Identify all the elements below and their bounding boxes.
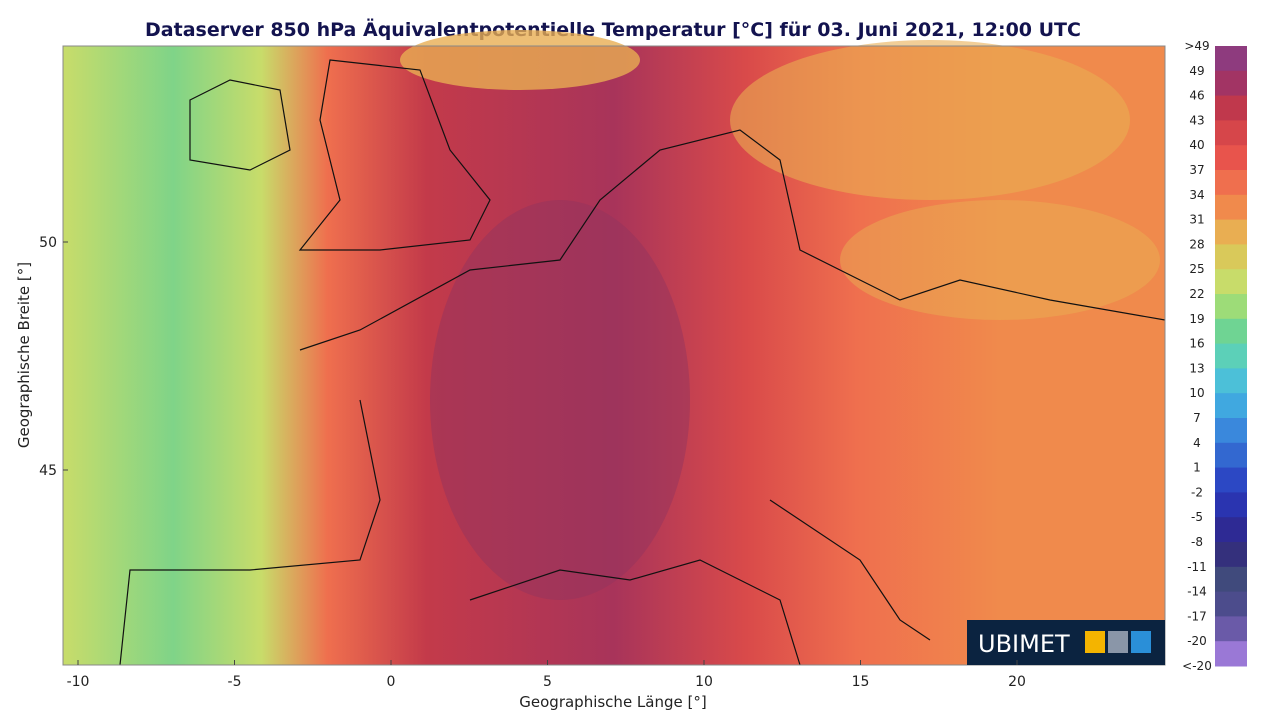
- colorbar-label: 4: [1193, 436, 1201, 450]
- colorbar-swatch: [1215, 492, 1247, 518]
- colorbar-label: 46: [1189, 89, 1204, 103]
- colorbar-label: 7: [1193, 411, 1201, 425]
- colorbar-label: >49: [1184, 39, 1209, 53]
- map-title: Dataserver 850 hPa Äquivalentpotentielle…: [145, 17, 1081, 41]
- colorbar-label: 25: [1189, 262, 1204, 276]
- logo-icon: [1131, 631, 1151, 653]
- colorbar-swatch: [1215, 591, 1247, 617]
- colorbar-swatch: [1215, 269, 1247, 295]
- x-tick-label: 5: [543, 674, 552, 690]
- x-axis-label: Geographische Länge [°]: [519, 693, 706, 711]
- colorbar-swatch: [1215, 542, 1247, 568]
- colorbar-swatch: [1215, 566, 1247, 593]
- y-tick-label: 45: [39, 463, 57, 479]
- logo-text: UBIMET: [978, 630, 1070, 658]
- x-tick-label: -10: [67, 674, 90, 690]
- colorbar-label: -5: [1191, 510, 1203, 524]
- x-tick-label: -5: [228, 674, 242, 690]
- x-tick-label: 10: [695, 674, 713, 690]
- colorbar-swatch: [1215, 467, 1247, 493]
- colorbar-label: -20: [1187, 634, 1207, 648]
- map-field: [400, 30, 640, 90]
- y-tick-label: 50: [39, 235, 57, 251]
- colorbar-label: -8: [1191, 535, 1203, 549]
- colorbar-label: 22: [1189, 287, 1204, 301]
- colorbar-swatch: [1215, 393, 1247, 419]
- colorbar-label: 19: [1189, 312, 1204, 326]
- colorbar-label: 37: [1189, 163, 1204, 177]
- colorbar-label: 28: [1189, 237, 1204, 251]
- colorbar-swatch: [1215, 368, 1247, 394]
- coastlines: [119, 59, 1166, 666]
- colorbar-swatch: [1215, 343, 1247, 369]
- colorbar: >49 49 46 43 40 37 34 31 28 25 22 19 16 13 10 7 4 1 -2 -5 -8…: [1182, 39, 1247, 673]
- colorbar-label: -17: [1187, 609, 1207, 623]
- colorbar-swatch: [1215, 145, 1247, 171]
- colorbar-label: 16: [1189, 337, 1204, 351]
- colorbar-label: -11: [1187, 560, 1207, 574]
- colorbar-swatch: [1215, 194, 1247, 221]
- colorbar-swatch: [1215, 170, 1247, 196]
- logo-icon: [1108, 631, 1128, 653]
- colorbar-swatch: [1215, 517, 1247, 543]
- colorbar-label: 10: [1189, 386, 1204, 400]
- colorbar-swatch: [1215, 70, 1247, 97]
- colorbar-label: 1: [1193, 461, 1201, 475]
- colorbar-label: 43: [1189, 113, 1204, 127]
- colorbar-label: -14: [1187, 585, 1207, 599]
- colorbar-swatch: [1215, 219, 1247, 245]
- y-axis-label: Geographische Breite [°]: [15, 262, 33, 448]
- colorbar-swatch: [1215, 318, 1247, 345]
- colorbar-label: 49: [1189, 64, 1204, 78]
- colorbar-label: <-20: [1182, 659, 1212, 673]
- x-tick-label: 15: [852, 674, 870, 690]
- map-field: [840, 200, 1160, 320]
- x-tick-label: 20: [1008, 674, 1026, 690]
- logo-icon: [1085, 631, 1105, 653]
- colorbar-swatch: [1215, 46, 1247, 72]
- map-field: [430, 200, 690, 600]
- colorbar-label: 34: [1189, 188, 1204, 202]
- colorbar-label: 40: [1189, 138, 1204, 152]
- colorbar-label: -2: [1191, 485, 1203, 499]
- x-tick-label: 0: [387, 674, 396, 690]
- logo: UBIMET: [967, 620, 1165, 665]
- colorbar-swatch: [1215, 616, 1247, 642]
- colorbar-label: 13: [1189, 361, 1204, 375]
- map-field: [730, 40, 1130, 200]
- colorbar-label: 31: [1189, 213, 1204, 227]
- map-frame: [62, 45, 1166, 666]
- colorbar-swatch: [1215, 95, 1247, 121]
- colorbar-swatch: [1215, 120, 1247, 146]
- colorbar-swatch: [1215, 442, 1247, 469]
- colorbar-swatch: [1215, 418, 1247, 444]
- colorbar-swatch: [1215, 641, 1247, 667]
- colorbar-swatch: [1215, 244, 1247, 270]
- colorbar-swatch: [1215, 294, 1247, 320]
